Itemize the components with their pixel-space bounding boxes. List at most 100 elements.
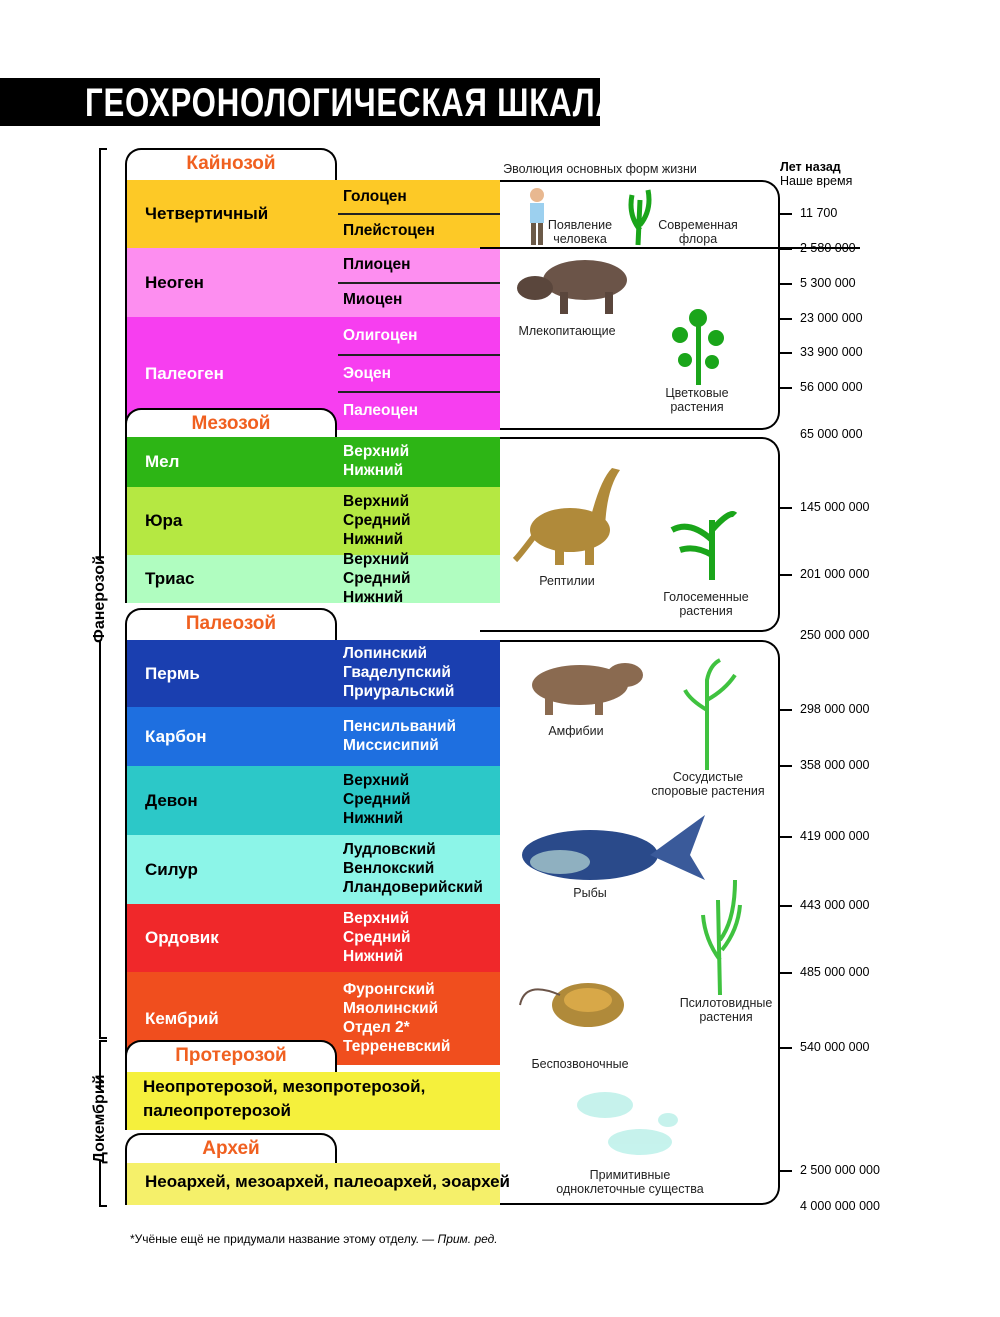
time-tick	[780, 905, 792, 907]
eon-tick	[99, 1037, 107, 1039]
vascular-plant	[683, 658, 737, 770]
period-name: Пермь	[145, 663, 200, 683]
era-tab	[125, 1040, 337, 1074]
fish	[522, 815, 705, 880]
time-tick	[780, 387, 792, 389]
division-name: Верхний	[343, 550, 410, 568]
time-tick	[780, 352, 792, 354]
era-line: палеопротерозой	[143, 1101, 291, 1120]
division-name: Средний	[343, 791, 411, 808]
time-tick	[780, 213, 792, 215]
division-name: Лландоверийский	[343, 879, 483, 896]
life-box	[480, 180, 780, 430]
era-tab	[125, 608, 337, 642]
life-label: одноклеточные существа	[556, 1182, 704, 1196]
time-title: Лет назад	[780, 160, 841, 174]
time-label: 485 000 000	[800, 965, 870, 979]
reptile	[512, 468, 620, 565]
division-name: Палеоцен	[343, 402, 419, 420]
time-tick	[780, 1170, 792, 1172]
life-label: Млекопитающие	[518, 324, 616, 338]
division-name: Верхний	[343, 909, 410, 927]
time-label: 33 900 000	[800, 345, 863, 359]
period-name: Триас	[145, 569, 195, 588]
life-label: растения	[679, 604, 733, 618]
period-cell	[125, 766, 500, 835]
time-label: 201 000 000	[800, 567, 870, 581]
footnote: *Учёные ещё не придумали название этому …	[130, 1232, 498, 1246]
era-cell	[125, 1072, 500, 1130]
life-label: Появление	[547, 218, 613, 232]
life-label: человека	[553, 232, 607, 246]
life-label: Рептилии	[539, 574, 595, 588]
life-label: Рыбы	[573, 886, 607, 900]
eon-line	[99, 1160, 101, 1205]
time-tick	[780, 507, 792, 509]
title-bar	[0, 78, 600, 126]
time-label: 419 000 000	[800, 829, 870, 843]
time-label: 358 000 000	[800, 758, 870, 772]
era-name: Мезозой	[191, 413, 271, 434]
period-name: Четвертичный	[145, 204, 269, 223]
time-label: 65 000 000	[800, 427, 863, 441]
time-label: 540 000 000	[800, 1040, 870, 1054]
division-name: Средний	[343, 569, 411, 587]
era-line: Неопротерозой, мезопротерозой,	[143, 1077, 426, 1096]
division-name: Приуральский	[343, 683, 455, 700]
life-box	[480, 640, 780, 1205]
time-tick	[780, 765, 792, 767]
period-cell	[125, 707, 500, 766]
division-name: Отдел 2*	[343, 1018, 410, 1036]
eon-line	[99, 640, 101, 1037]
life-label: Голосеменные	[663, 590, 749, 604]
period-cell	[125, 835, 500, 904]
era-tab	[125, 1133, 337, 1167]
life-label: растения	[670, 400, 724, 414]
human	[530, 188, 544, 245]
division-name: Нижний	[343, 947, 404, 965]
time-present: Наше время	[780, 174, 853, 188]
division-name: Олигоцен	[343, 326, 418, 344]
life-title: Эволюция основных форм жизни	[503, 162, 697, 176]
time-label: 5 300 000	[800, 276, 856, 290]
era-line: Неоархей, мезоархей, палеоархей, эоархей	[145, 1172, 511, 1191]
life-label: Беспозвоночные	[531, 1057, 629, 1071]
division-name: Пенсильваний	[343, 717, 457, 735]
title: ГЕОХРОНОЛОГИЧЕСКАЯ ШКАЛА	[85, 81, 619, 125]
division-separator	[338, 353, 500, 356]
era-cell	[125, 1163, 500, 1205]
mammal	[517, 260, 627, 314]
period-cell	[125, 437, 500, 487]
time-label: 2 500 000 000	[800, 1163, 880, 1177]
eon-label: Докембрий	[91, 1074, 108, 1164]
division-name: Голоцен	[343, 188, 407, 205]
eon-tick	[99, 1205, 107, 1207]
eon-line	[99, 1040, 101, 1090]
time-label: 23 000 000	[800, 311, 863, 325]
division-name: Лудловский	[343, 841, 436, 858]
division-name: Нижний	[343, 530, 404, 548]
division-name: Верхний	[343, 492, 410, 510]
psilophyte	[701, 879, 742, 996]
eon-line	[99, 148, 101, 560]
eon-tick	[99, 1040, 107, 1042]
division-name: Миссисипий	[343, 736, 439, 754]
modern-flora	[628, 189, 652, 246]
time-label: 298 000 000	[800, 702, 870, 716]
period-name: Неоген	[145, 272, 204, 292]
era-name: Палеозой	[185, 613, 277, 634]
time-label: 56 000 000	[800, 380, 863, 394]
division-name: Плиоцен	[343, 256, 411, 274]
division-name: Верхний	[343, 443, 410, 460]
life-label: растения	[699, 1010, 753, 1024]
division-separator	[338, 213, 500, 215]
life-box	[480, 437, 780, 632]
time-label: 145 000 000	[800, 500, 870, 514]
time-tick	[780, 836, 792, 838]
period-cell	[125, 904, 500, 972]
division-name: Средний	[343, 511, 411, 529]
time-label: 11 700	[800, 206, 838, 220]
footnote-text: *Учёные ещё не придумали название этому …	[130, 1232, 435, 1246]
time-tick	[780, 318, 792, 320]
